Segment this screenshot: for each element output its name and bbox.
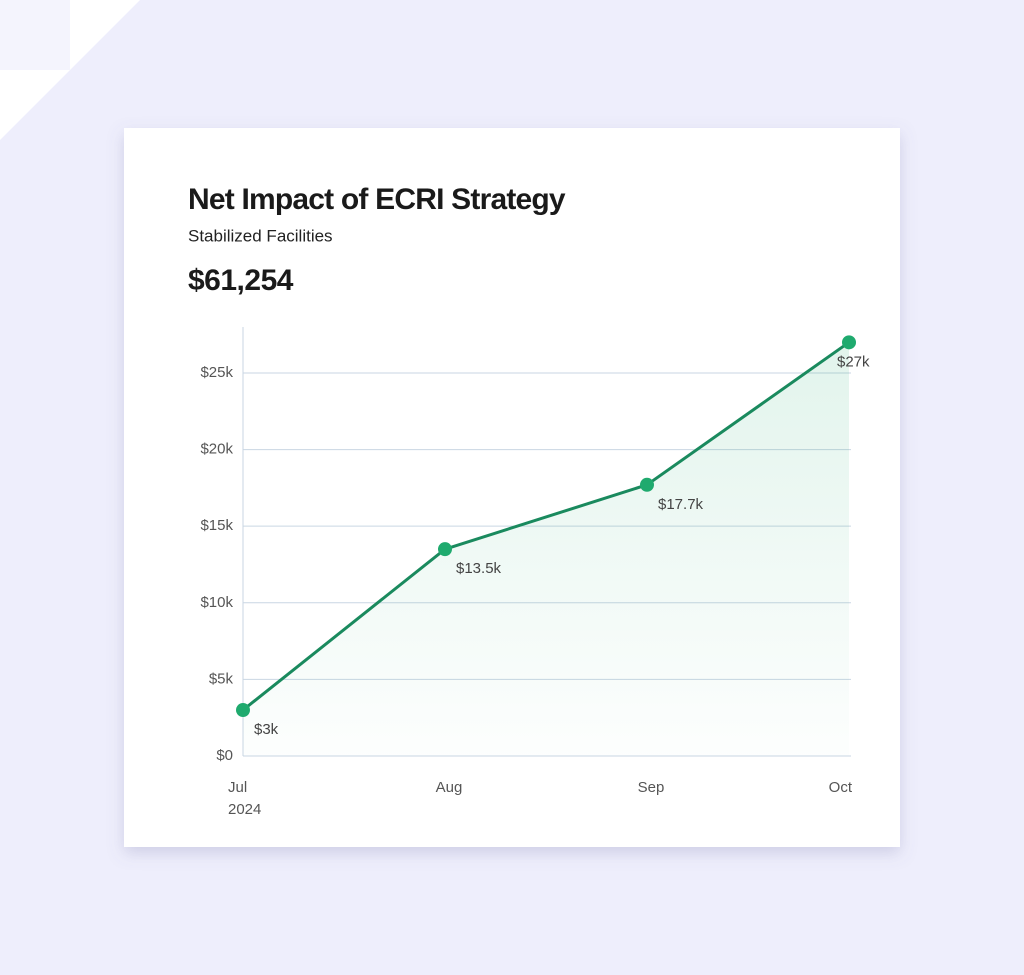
point: [842, 335, 856, 350]
x-tick-label: Aug: [436, 779, 463, 796]
data-label: $13.5k: [456, 560, 502, 577]
y-tick-label: $20k: [200, 441, 233, 458]
area: [243, 342, 849, 756]
data-label: $17.7k: [658, 496, 704, 513]
point: [640, 477, 654, 492]
total-value: $61,254: [188, 264, 294, 297]
y-tick-label: $5k: [209, 670, 234, 687]
data-label: $3k: [254, 721, 279, 738]
y-tick-label: $0: [216, 747, 233, 764]
data-label: $27k: [837, 353, 870, 370]
y-tick-label: $10k: [200, 594, 233, 611]
chart-subtitle: Stabilized Facilities: [188, 226, 333, 245]
y-tick-label: $25k: [200, 364, 233, 381]
x-year-label: 2024: [228, 801, 261, 818]
decoration: [0, 0, 70, 70]
line: [242, 341, 850, 712]
chart-title: Net Impact of ECRI Strategy: [188, 183, 566, 216]
x-tick-label: Sep: [638, 779, 665, 796]
x-tick-label: Oct: [829, 779, 853, 796]
point: [438, 542, 452, 557]
x-tick-label: Jul: [228, 779, 247, 796]
y-tick-label: $15k: [200, 517, 233, 534]
point: [236, 703, 250, 718]
